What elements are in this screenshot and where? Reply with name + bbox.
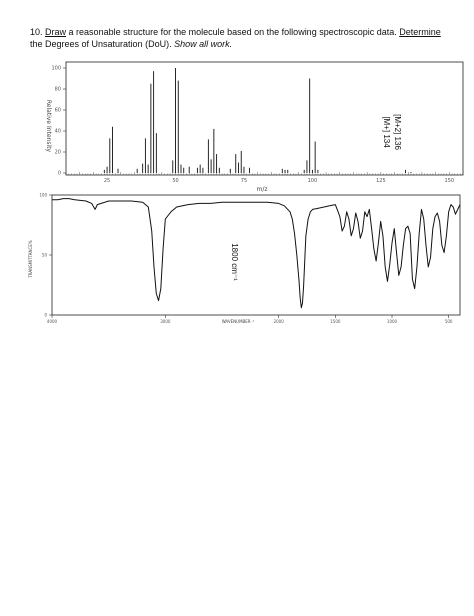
ms-x-axis-label: m/z [256,186,267,193]
ms-x-tick-label: 150 [445,178,455,184]
ms-y-tick-label: 40 [55,129,61,135]
draw-verb: Draw [45,27,67,37]
ms-y-tick-label: 20 [55,150,61,156]
ms-x-tick-label: 75 [241,178,247,184]
ir-x-tick-label: 1500 [330,319,341,324]
ms-y-tick-label: 60 [55,108,61,114]
ir-y-tick-label: 50 [42,253,48,258]
ms-x-tick-label: 100 [308,178,318,184]
ms-y-tick-label: 0 [58,171,61,177]
ms-y-tick-label: 80 [55,87,61,93]
ir-y-tick-label: 0 [44,313,47,318]
ir-spectrum-line [52,198,461,309]
ir-y-tick-label: 100 [39,193,47,198]
question-number: 10. [30,27,43,37]
ms-x-tick-label: 125 [376,178,386,184]
ms-y-axis-label: Relative Intensity [45,100,52,153]
ms-plot-frame [65,61,464,176]
ms-x-tick-label: 50 [172,178,178,184]
ir-y-axis-label: TRANSMITTANCE% [28,240,33,279]
ir-x-axis-label: WAVENUMBER⁻¹ [222,319,255,324]
ir-x-tick-label: 3000 [160,319,171,324]
question-text-part1: a reasonable structure for the molecule … [66,27,400,37]
ms-annotation-m-plus-2: [M+2] 136 [393,114,402,150]
ms-annotation-m-plus: [M+] 134 [382,116,391,148]
ir-annotation-1800: 1800 cm⁻¹ [230,243,239,281]
determine-verb: Determine [399,27,441,37]
ir-x-tick-label: 4000 [47,319,58,324]
ir-plot-frame [51,194,461,316]
question-text: 10. Draw a reasonable structure for the … [30,26,450,50]
ms-y-tick-label: 100 [51,66,61,72]
ir-x-tick-label: 2000 [274,319,285,324]
ir-x-tick-label: 500 [445,319,453,324]
question-text-part2: the Degrees of Unsaturation (DoU). [30,39,175,49]
ms-x-tick-label: 25 [104,178,110,184]
show-work-instruction: Show all work. [174,39,233,49]
ir-x-tick-label: 1000 [387,319,398,324]
